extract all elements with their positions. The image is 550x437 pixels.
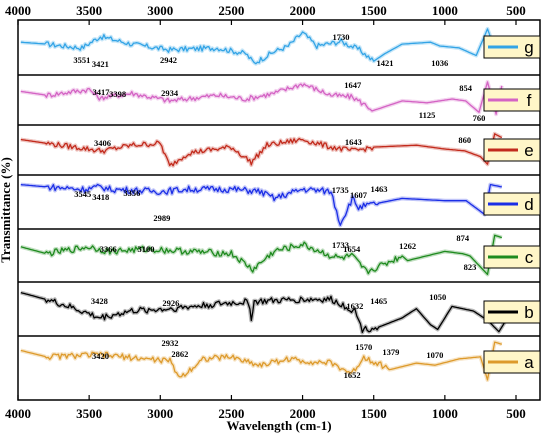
annotation-d-4: 1735 bbox=[332, 185, 349, 195]
annotation-d-3: 2989 bbox=[153, 213, 170, 223]
series-line-b bbox=[20, 291, 506, 334]
annotation-c-4: 1262 bbox=[399, 241, 416, 251]
annotation-d-5: 1607 bbox=[350, 190, 368, 200]
x-tick-label-bottom-2000: 2000 bbox=[290, 406, 316, 421]
annotation-a-2: 2862 bbox=[171, 349, 188, 359]
x-tick-label-bottom-2500: 2500 bbox=[218, 406, 244, 421]
annotation-f-5: 854 bbox=[459, 83, 473, 93]
annotation-f-6: 760 bbox=[473, 113, 486, 123]
legend-label-a: a bbox=[524, 353, 534, 372]
legend-label-f: f bbox=[527, 91, 532, 110]
annotation-e-0: 3406 bbox=[94, 138, 111, 148]
annotation-g-4: 1421 bbox=[376, 58, 393, 68]
x-tick-label-bottom-3500: 3500 bbox=[76, 406, 102, 421]
annotation-d-6: 1463 bbox=[370, 184, 387, 194]
x-axis-title: Wavelength (cm-1) bbox=[226, 418, 331, 433]
annotation-a-0: 3420 bbox=[92, 351, 109, 361]
annotation-b-1: 2926 bbox=[162, 298, 179, 308]
annotation-f-3: 1647 bbox=[344, 80, 362, 90]
annotation-a-6: 1070 bbox=[426, 350, 443, 360]
annotation-c-1: 3100 bbox=[138, 244, 155, 254]
annotation-f-2: 2934 bbox=[161, 88, 179, 98]
annotation-f-0: 3417 bbox=[92, 87, 110, 97]
legend-label-c: c bbox=[525, 248, 534, 267]
annotation-g-5: 1036 bbox=[431, 58, 448, 68]
annotation-c-0: 3366 bbox=[100, 244, 117, 254]
series-line-g bbox=[20, 28, 503, 65]
x-tick-label-bottom-4000: 4000 bbox=[5, 406, 31, 421]
annotation-c-5: 874 bbox=[456, 233, 470, 243]
x-tick-label-top-2500: 2500 bbox=[218, 3, 244, 18]
legend-label-g: g bbox=[524, 38, 533, 57]
x-tick-label-top-500: 500 bbox=[506, 3, 526, 18]
x-tick-label-bottom-3000: 3000 bbox=[147, 406, 173, 421]
annotation-a-1: 2932 bbox=[161, 338, 178, 348]
x-tick-label-top-2000: 2000 bbox=[290, 3, 316, 18]
annotation-g-1: 3421 bbox=[92, 59, 109, 69]
annotation-e-1: 1643 bbox=[345, 137, 362, 147]
annotation-c-3: 1654 bbox=[343, 244, 361, 254]
series-halo-a bbox=[20, 340, 503, 382]
annotation-c-2: 1733 bbox=[332, 240, 349, 250]
x-tick-label-bottom-1000: 1000 bbox=[432, 406, 458, 421]
series-line-d bbox=[20, 183, 502, 226]
legend-label-e: e bbox=[524, 141, 533, 160]
series-line-f bbox=[20, 81, 503, 115]
annotation-a-3: 1570 bbox=[355, 342, 372, 352]
annotation-e-2: 860 bbox=[458, 135, 471, 145]
annotation-d-2: 3356 bbox=[123, 188, 140, 198]
annotation-b-2: 1632 bbox=[346, 301, 363, 311]
legend-label-d: d bbox=[524, 195, 533, 214]
annotation-g-3: 1730 bbox=[332, 32, 349, 42]
annotation-g-2: 2942 bbox=[160, 55, 177, 65]
plot-frame bbox=[17, 19, 541, 401]
x-tick-label-top-1000: 1000 bbox=[432, 3, 458, 18]
annotation-b-4: 1050 bbox=[429, 292, 446, 302]
annotation-d-1: 3418 bbox=[92, 192, 109, 202]
x-tick-label-top-3000: 3000 bbox=[147, 3, 173, 18]
annotation-g-0: 3551 bbox=[73, 55, 90, 65]
y-axis-title: Transmittance (%) bbox=[0, 157, 13, 263]
annotation-b-3: 1465 bbox=[370, 296, 387, 306]
annotation-f-4: 1125 bbox=[419, 110, 436, 120]
x-tick-label-top-3500: 3500 bbox=[76, 3, 102, 18]
x-tick-label-top-1500: 1500 bbox=[361, 3, 387, 18]
series-line-e bbox=[20, 133, 503, 167]
legend-label-b: b bbox=[524, 303, 533, 322]
annotation-a-5: 1379 bbox=[382, 347, 399, 357]
annotation-c-6: 823 bbox=[464, 262, 477, 272]
annotation-a-4: 1652 bbox=[344, 370, 361, 380]
annotation-f-1: 3398 bbox=[109, 89, 126, 99]
x-tick-label-bottom-500: 500 bbox=[506, 406, 526, 421]
series-line-a bbox=[20, 341, 502, 381]
annotation-d-0: 3545 bbox=[74, 189, 91, 199]
series-line-c bbox=[20, 234, 503, 276]
x-tick-label-top-4000: 4000 bbox=[5, 3, 31, 18]
x-tick-label-bottom-1500: 1500 bbox=[361, 406, 387, 421]
annotation-b-0: 3428 bbox=[91, 296, 108, 306]
